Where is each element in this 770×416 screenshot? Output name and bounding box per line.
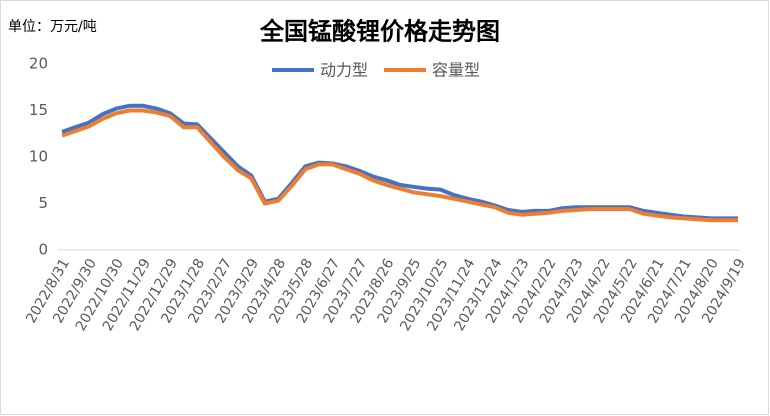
y-tick-label: 5: [38, 194, 48, 212]
y-tick-label: 15: [29, 101, 48, 119]
legend-label: 容量型: [432, 61, 480, 80]
legend-label: 动力型: [320, 61, 368, 80]
data-line: [61, 108, 738, 223]
chart-title: 全国锰酸锂价格走势图: [259, 17, 500, 46]
y-tick-label: 0: [38, 241, 48, 259]
y-tick-label: 20: [29, 55, 48, 73]
y-tick-label: 10: [29, 148, 48, 166]
unit-label: 单位：万元/吨: [8, 19, 97, 35]
